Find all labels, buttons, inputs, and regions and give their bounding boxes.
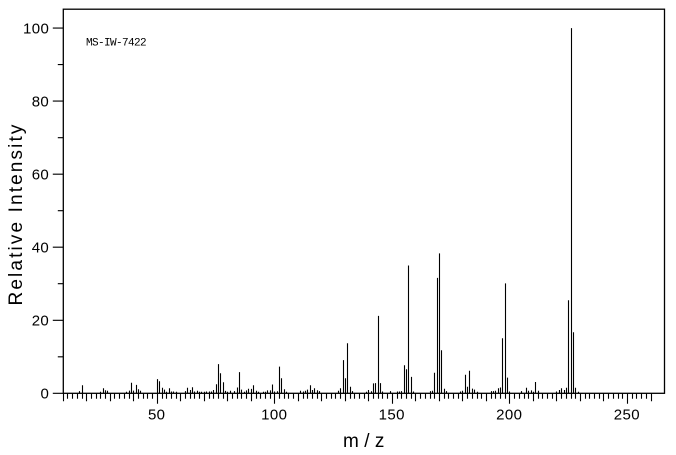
svg-text:0: 0	[40, 386, 49, 403]
svg-text:m/z: m/z	[343, 431, 390, 452]
svg-text:40: 40	[32, 239, 50, 256]
svg-text:20: 20	[32, 313, 50, 330]
svg-text:100: 100	[261, 407, 287, 424]
svg-text:60: 60	[32, 166, 50, 183]
svg-text:50: 50	[148, 407, 166, 424]
svg-text:80: 80	[32, 93, 50, 110]
svg-text:Relative Intensity: Relative Intensity	[6, 122, 27, 305]
svg-text:MS-IW-7422: MS-IW-7422	[86, 37, 146, 49]
svg-text:250: 250	[614, 407, 640, 424]
svg-text:200: 200	[496, 407, 522, 424]
svg-text:100: 100	[23, 20, 49, 37]
svg-text:150: 150	[379, 407, 405, 424]
